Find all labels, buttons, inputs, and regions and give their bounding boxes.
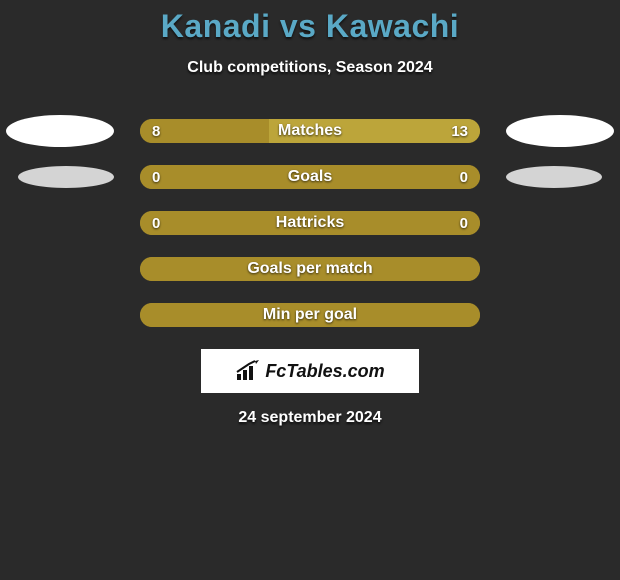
stat-row: 0 0 Hattricks	[0, 211, 620, 235]
comparison-infographic: Kanadi vs Kawachi Club competitions, Sea…	[0, 0, 620, 427]
subtitle: Club competitions, Season 2024	[0, 59, 620, 77]
stat-label: Matches	[278, 122, 342, 140]
logo-chart-icon	[235, 360, 261, 382]
right-team-bubble	[506, 115, 614, 147]
stat-value-right: 13	[451, 123, 468, 140]
logo-text: FcTables.com	[265, 361, 384, 382]
stat-value-left: 0	[152, 169, 160, 186]
stat-row: Goals per match	[0, 257, 620, 281]
stat-label: Goals per match	[247, 260, 372, 278]
stat-bar: 0 0 Goals	[140, 165, 480, 189]
stat-bar: Min per goal	[140, 303, 480, 327]
logo: FcTables.com	[235, 360, 384, 382]
stat-value-left: 8	[152, 123, 160, 140]
right-team-bubble	[506, 166, 602, 188]
stat-value-left: 0	[152, 215, 160, 232]
page-title: Kanadi vs Kawachi	[0, 8, 620, 45]
stat-label: Hattricks	[276, 214, 344, 232]
stat-bar: 0 0 Hattricks	[140, 211, 480, 235]
stat-label: Min per goal	[263, 306, 357, 324]
stat-row: Min per goal	[0, 303, 620, 327]
left-team-bubble	[6, 115, 114, 147]
stat-row: 8 13 Matches	[0, 119, 620, 143]
stat-value-right: 0	[460, 169, 468, 186]
date-line: 24 september 2024	[0, 409, 620, 427]
stat-rows: 8 13 Matches 0 0 Goals 0 0 Hattricks Goals per ma…	[0, 119, 620, 327]
stat-row: 0 0 Goals	[0, 165, 620, 189]
stat-label: Goals	[288, 168, 332, 186]
logo-box: FcTables.com	[201, 349, 419, 393]
stat-bar: Goals per match	[140, 257, 480, 281]
stat-bar: 8 13 Matches	[140, 119, 480, 143]
stat-value-right: 0	[460, 215, 468, 232]
left-team-bubble	[18, 166, 114, 188]
